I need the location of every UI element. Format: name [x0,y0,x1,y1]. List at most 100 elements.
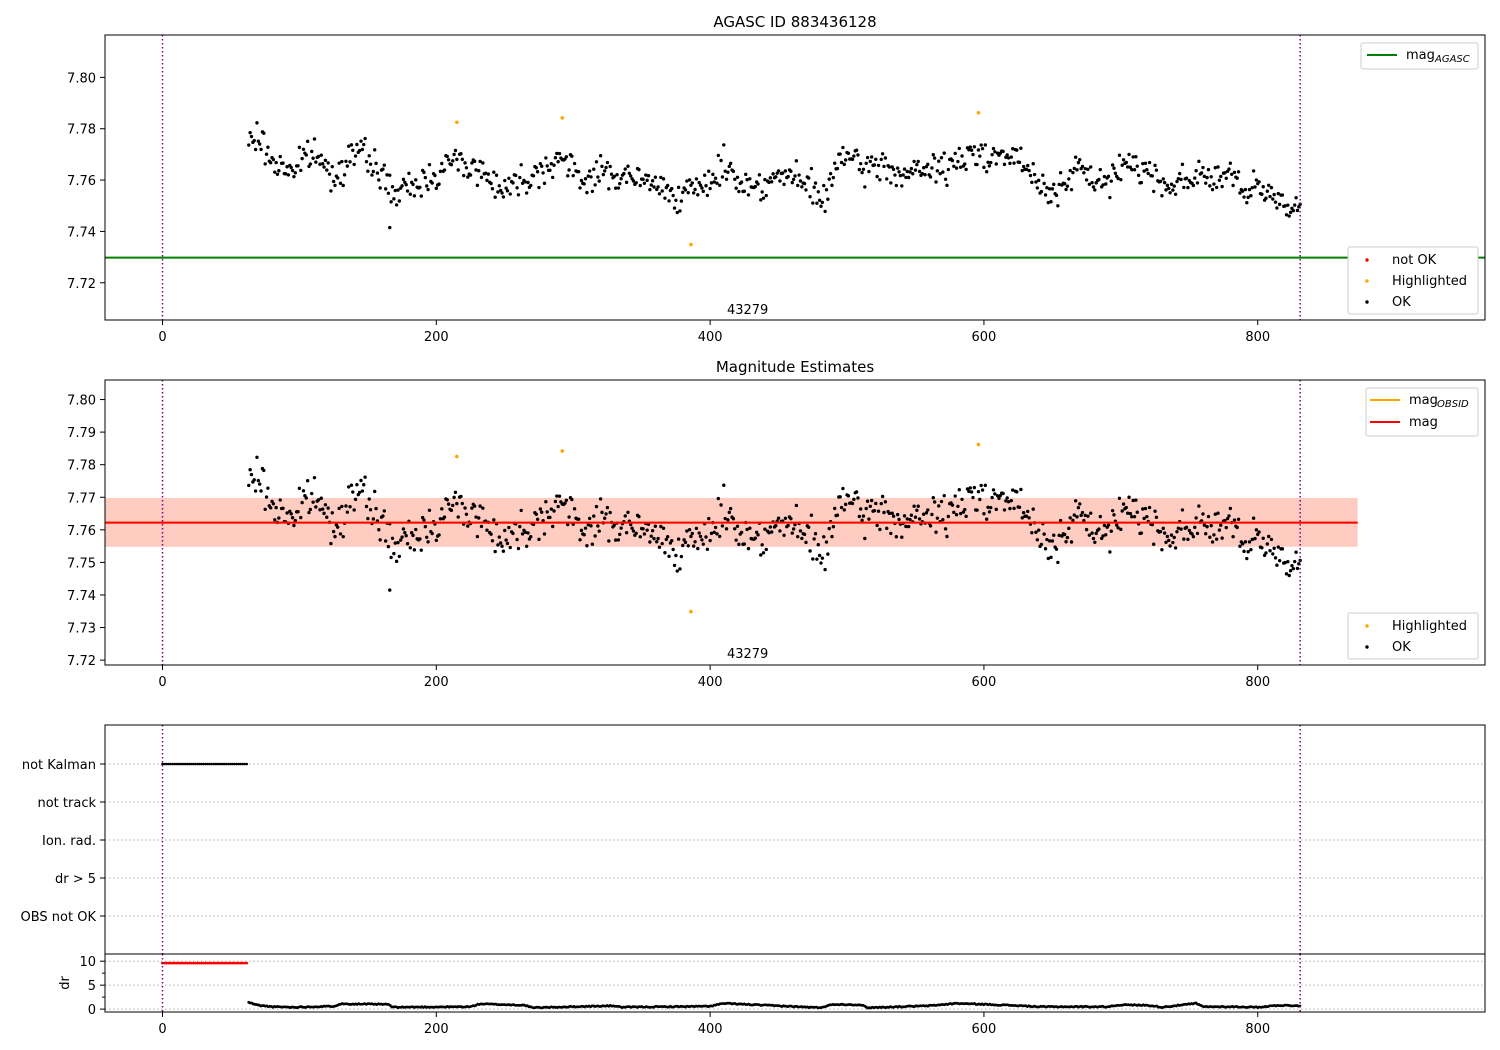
ok-point [247,143,251,147]
ok-point [1119,177,1123,182]
legend-point-swatch [1365,624,1369,628]
dr-clipped-point [187,961,191,965]
y-tick-label: 7.74 [67,225,96,240]
ok-point [957,488,961,492]
ok-point [414,178,418,182]
ok-point [671,193,675,198]
magnitude-panel-obsid-annotation: 43279 [727,647,768,662]
ok-point [1169,182,1174,186]
ok-point [826,197,830,201]
ok-point [891,167,896,172]
ok-point [1110,163,1115,167]
ok-point [438,517,443,521]
ok-point [683,540,688,545]
ok-point [764,547,768,552]
ok-point [508,545,512,550]
ok-point [1006,156,1011,160]
ok-point [1130,168,1134,172]
ok-point [452,495,456,500]
ok-point [1245,556,1249,561]
ok-point [826,552,830,556]
ok-point [601,172,606,177]
ok-point [1219,523,1223,527]
ok-point [557,151,562,156]
ok-point [460,157,465,162]
y-tick-label: 7.78 [67,123,96,138]
not-kalman-point [192,762,195,766]
ok-point [935,516,940,520]
ok-point [446,158,451,162]
ok-point [1146,171,1150,176]
ok-point [344,504,348,508]
ok-point [718,183,722,187]
ok-point [634,531,638,536]
ok-point [908,170,912,174]
ok-point [1039,542,1044,547]
magnitude-panel-line-legend: mag OBSID mag [1365,387,1479,437]
ok-point [980,488,985,492]
ok-point [1197,159,1201,164]
ok-point [956,159,960,164]
ok-point [453,490,458,495]
magnitude-panel-point-legend: Highlighted OK [1347,612,1479,660]
ok-point [902,514,907,518]
ok-point [723,516,727,521]
ok-point [989,505,993,510]
ok-point [1019,146,1023,150]
ok-point [351,148,355,152]
ok-point [1090,531,1094,535]
ok-point [839,505,844,510]
ok-point [1161,526,1165,531]
ok-point [1012,161,1016,165]
ok-point [994,162,998,166]
ok-point [812,537,816,541]
ok-point [822,183,826,188]
ok-point [650,529,655,533]
ok-point [1063,532,1067,537]
ok-point [408,192,412,196]
ok-point [311,156,315,160]
ok-point [1167,186,1171,191]
ok-point [908,517,912,522]
not-kalman-point [177,762,181,766]
ok-point [638,183,642,188]
ok-point [843,158,848,162]
ok-point [760,543,764,547]
ok-point [579,528,584,533]
ok-point [427,508,432,513]
ok-point [1112,166,1116,170]
ok-point [969,148,974,152]
ok-point [1223,518,1227,523]
ok-point [991,146,996,151]
ok-point [1139,531,1144,535]
ok-point [456,515,460,519]
ok-point [894,535,899,539]
ok-point [712,530,716,534]
ok-point [676,185,681,190]
ok-point [479,175,484,180]
ok-point [1220,184,1224,189]
ok-point [1273,556,1278,560]
category-label: not track [37,796,96,811]
ok-point [523,180,527,184]
ok-point [549,507,554,511]
ok-point [1295,566,1300,571]
ok-point [1012,506,1016,511]
ok-point [638,535,642,539]
ok-point [316,154,321,159]
ok-point [1168,191,1172,195]
ok-point [763,177,767,182]
ok-point [842,508,846,512]
ok-point [253,489,258,493]
ok-point [686,544,690,548]
dr-clipped-point [208,961,212,965]
ok-point [305,479,310,483]
dr-panel: 0 200 400 600 800 0 5 10 dr [58,953,1486,1037]
ok-point [329,189,333,193]
ok-point [1071,170,1075,175]
ok-point [876,163,881,168]
ok-point [401,177,406,182]
ok-point [1150,522,1155,527]
ok-point [935,169,940,173]
highlighted-point [455,454,459,459]
